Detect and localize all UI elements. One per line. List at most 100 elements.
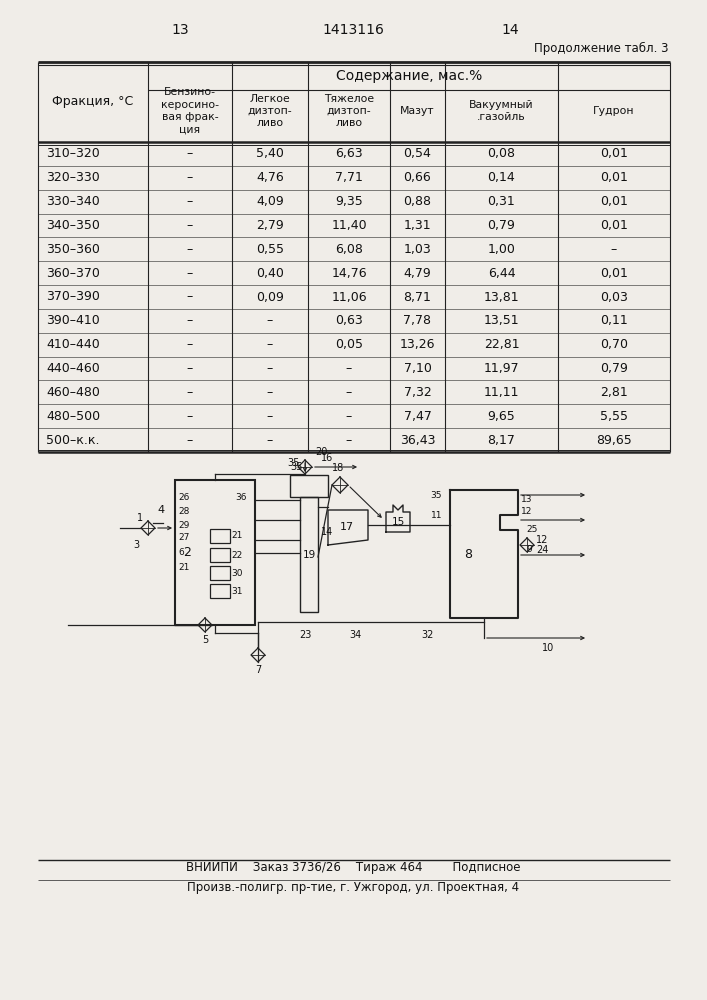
Bar [210, 584, 230, 598]
Text: 23: 23 [299, 630, 311, 640]
Text: 4,79: 4,79 [404, 267, 431, 280]
Text: –: – [187, 267, 193, 280]
Text: 15: 15 [392, 517, 404, 527]
Text: 0,09: 0,09 [256, 290, 284, 304]
Text: 2: 2 [183, 546, 191, 559]
Text: 22,81: 22,81 [484, 338, 520, 351]
Text: 6: 6 [178, 548, 184, 557]
Text: Вакуумный
.газойль: Вакуумный .газойль [469, 100, 534, 122]
Text: 14: 14 [321, 527, 333, 537]
Text: Фракция, °С: Фракция, °С [52, 96, 134, 108]
Text: –: – [187, 434, 193, 447]
Text: 13,26: 13,26 [399, 338, 436, 351]
Text: 35: 35 [288, 458, 300, 468]
Text: 0,66: 0,66 [404, 171, 431, 184]
Text: 7,78: 7,78 [404, 314, 431, 327]
Text: 0,01: 0,01 [600, 147, 628, 160]
Text: 360–370: 360–370 [46, 267, 100, 280]
Text: 35: 35 [290, 462, 303, 472]
Text: 7,71: 7,71 [335, 171, 363, 184]
Text: 440–460: 440–460 [46, 362, 100, 375]
Text: 340–350: 340–350 [46, 219, 100, 232]
Text: 1,03: 1,03 [404, 243, 431, 256]
Text: 0,01: 0,01 [600, 195, 628, 208]
Text: 13,51: 13,51 [484, 314, 520, 327]
Text: 370–390: 370–390 [46, 290, 100, 304]
Text: 11,11: 11,11 [484, 386, 519, 399]
Text: 5: 5 [202, 635, 208, 645]
Text: 4,76: 4,76 [256, 171, 284, 184]
Text: 4,09: 4,09 [256, 195, 284, 208]
Text: 8,71: 8,71 [404, 290, 431, 304]
Bar [175, 480, 255, 625]
Text: 10: 10 [542, 643, 554, 653]
Bar [210, 566, 230, 580]
Text: 0,14: 0,14 [488, 171, 515, 184]
Text: –: – [187, 410, 193, 423]
Text: 20: 20 [315, 447, 327, 457]
Text: 21: 21 [231, 532, 243, 540]
Text: –: – [187, 243, 193, 256]
Text: 1,31: 1,31 [404, 219, 431, 232]
Text: 13: 13 [521, 495, 532, 504]
Text: 21: 21 [178, 563, 189, 572]
Text: 11,40: 11,40 [331, 219, 367, 232]
Text: –: – [267, 434, 273, 447]
Text: 480–500: 480–500 [46, 410, 100, 423]
Text: 0,54: 0,54 [404, 147, 431, 160]
Bar [210, 529, 230, 543]
Text: 17: 17 [340, 522, 354, 532]
Text: –: – [187, 147, 193, 160]
Text: 0,01: 0,01 [600, 267, 628, 280]
Text: ВНИИПИ    Заказ 3736/26    Тираж 464        Подписное: ВНИИПИ Заказ 3736/26 Тираж 464 Подписное [186, 861, 520, 874]
Text: 1413116: 1413116 [322, 23, 384, 37]
Text: Легкое
дизтоп-
ливо: Легкое дизтоп- ливо [247, 94, 292, 128]
Text: 6,08: 6,08 [335, 243, 363, 256]
Text: 13: 13 [171, 23, 189, 37]
Bar [300, 497, 318, 612]
Text: 25: 25 [526, 526, 537, 534]
Text: 310–320: 310–320 [46, 147, 100, 160]
Text: –: – [267, 338, 273, 351]
Text: 16: 16 [321, 453, 333, 463]
Text: 0,79: 0,79 [488, 219, 515, 232]
Text: 2,79: 2,79 [256, 219, 284, 232]
Text: Бензино-
керосино-
вая фрак-
ция: Бензино- керосино- вая фрак- ция [161, 87, 219, 135]
Text: Тяжелое
дизтоп-
ливо: Тяжелое дизтоп- ливо [324, 94, 374, 128]
Text: 6,63: 6,63 [335, 147, 363, 160]
Text: –: – [346, 410, 352, 423]
Text: Гудрон: Гудрон [593, 106, 635, 116]
Text: 26: 26 [178, 493, 189, 502]
Text: 9: 9 [526, 546, 532, 554]
Text: 14: 14 [501, 23, 519, 37]
Text: 9,65: 9,65 [488, 410, 515, 423]
Text: Мазут: Мазут [400, 106, 435, 116]
Text: Содержание, мас.%: Содержание, мас.% [336, 69, 482, 83]
Text: 11,06: 11,06 [331, 290, 367, 304]
Text: 11: 11 [431, 510, 442, 520]
Text: –: – [187, 314, 193, 327]
Text: 7,10: 7,10 [404, 362, 431, 375]
Text: 0,88: 0,88 [404, 195, 431, 208]
Text: Произв.-полигр. пр-тие, г. Ужгород, ул. Проектная, 4: Произв.-полигр. пр-тие, г. Ужгород, ул. … [187, 882, 519, 894]
Text: 4: 4 [158, 505, 165, 515]
Text: 0,70: 0,70 [600, 338, 628, 351]
Text: –: – [187, 338, 193, 351]
Text: Продолжение табл. 3: Продолжение табл. 3 [534, 41, 668, 55]
Text: 1: 1 [137, 513, 143, 523]
Text: 28: 28 [178, 508, 189, 516]
Text: 3: 3 [133, 540, 139, 550]
Text: 0,40: 0,40 [256, 267, 284, 280]
Text: 5,40: 5,40 [256, 147, 284, 160]
Text: 0,08: 0,08 [488, 147, 515, 160]
Text: 8,17: 8,17 [488, 434, 515, 447]
Text: –: – [267, 410, 273, 423]
Text: –: – [346, 362, 352, 375]
Text: 24: 24 [536, 545, 549, 555]
Text: 22: 22 [231, 550, 243, 560]
Text: –: – [187, 290, 193, 304]
Text: 0,79: 0,79 [600, 362, 628, 375]
Text: 0,31: 0,31 [488, 195, 515, 208]
Text: 5,55: 5,55 [600, 410, 628, 423]
Text: 19: 19 [303, 550, 315, 560]
